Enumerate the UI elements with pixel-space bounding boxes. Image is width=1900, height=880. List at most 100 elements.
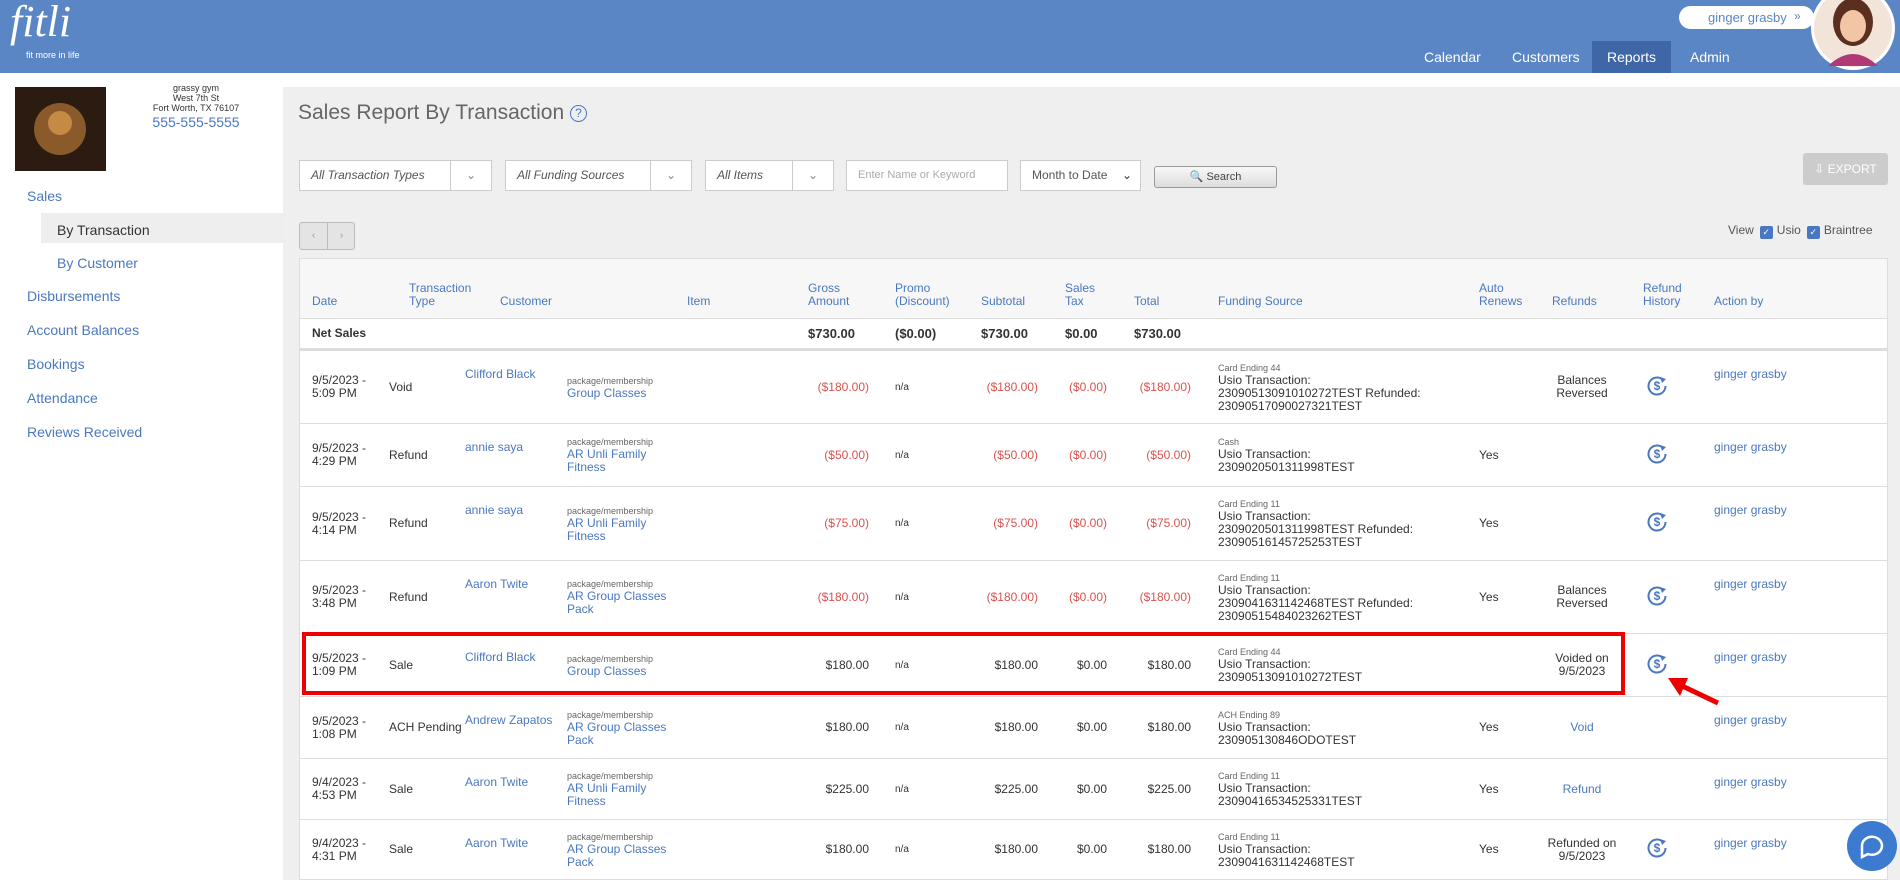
avatar[interactable] xyxy=(1810,0,1896,72)
submenu-item[interactable]: By Customer xyxy=(57,255,138,271)
column-header[interactable]: Promo (Discount) xyxy=(895,281,950,308)
type-filter[interactable]: All Transaction Types ⌄ xyxy=(299,160,492,191)
refund-history-icon[interactable]: $ xyxy=(1646,511,1668,536)
nav-item[interactable]: Admin xyxy=(1690,49,1730,65)
item[interactable]: AR Unli Family Fitness xyxy=(567,447,647,474)
promo: n/a xyxy=(895,449,909,461)
menu-item[interactable]: Sales xyxy=(27,188,63,204)
cell: Yes xyxy=(1479,759,1529,819)
net-sales-label[interactable]: Net Sales xyxy=(312,326,367,340)
customer[interactable]: annie saya xyxy=(465,503,524,517)
submenu-item[interactable]: By Transaction xyxy=(57,222,150,238)
item[interactable]: AR Group Classes Pack xyxy=(567,589,667,616)
menu-item[interactable]: Disbursements xyxy=(27,288,121,304)
customer[interactable]: Andrew Zapatos xyxy=(465,713,553,727)
items-filter[interactable]: All Items ⌄ xyxy=(705,160,834,191)
cell: Refund xyxy=(389,424,474,486)
column-header[interactable]: Refunds xyxy=(1552,294,1597,308)
cell: ($0.00) xyxy=(1007,561,1107,633)
nav-item[interactable]: Customers xyxy=(1512,49,1580,65)
action-by[interactable]: ginger grasby xyxy=(1714,577,1787,591)
customer[interactable]: Clifford Black xyxy=(465,367,536,381)
item[interactable]: AR Group Classes Pack xyxy=(567,841,667,869)
refund-history-icon[interactable]: $ xyxy=(1646,375,1668,400)
transaction-type: Sale xyxy=(389,842,414,856)
column-header[interactable]: Gross Amount xyxy=(808,281,850,308)
column-header[interactable]: Action by xyxy=(1714,294,1764,308)
item[interactable]: AR Unli Family Fitness xyxy=(567,515,647,543)
column-header[interactable]: Auto Renews xyxy=(1479,281,1523,308)
cell: package/membership Group Classes xyxy=(567,634,667,696)
customer[interactable]: Aaron Twite xyxy=(465,577,529,591)
period-select[interactable]: Month to Date ⌄ xyxy=(1020,160,1141,191)
action-by[interactable]: ginger grasby xyxy=(1714,836,1787,850)
customer[interactable]: Aaron Twite xyxy=(465,775,529,789)
column-header[interactable]: Refund History xyxy=(1643,281,1682,308)
cell: 9/5/2023 - 5:09 PM xyxy=(312,351,382,423)
net-tax: $0.00 xyxy=(1065,326,1098,341)
cell: Sale xyxy=(389,820,474,879)
keyword-input[interactable]: Enter Name or Keyword xyxy=(846,160,1008,191)
refunds[interactable]: Refund xyxy=(1562,781,1602,796)
column-header[interactable]: Date xyxy=(312,294,338,308)
refund-history-icon[interactable]: $ xyxy=(1646,443,1668,468)
menu-item[interactable]: Bookings xyxy=(27,356,85,372)
total: $180.00 xyxy=(1147,657,1191,672)
logo[interactable]: fitli xyxy=(10,0,72,46)
column-header[interactable]: Total xyxy=(1134,294,1160,308)
action-by[interactable]: ginger grasby xyxy=(1714,440,1787,454)
chat-button[interactable] xyxy=(1846,820,1898,872)
item[interactable]: Group Classes xyxy=(567,663,647,678)
column-header[interactable]: Transaction Type xyxy=(409,281,472,308)
menu-item[interactable]: Account Balances xyxy=(27,322,140,338)
column-header[interactable]: Subtotal xyxy=(981,294,1026,308)
cell: Card Ending 11 Usio Transaction: 23090416… xyxy=(1218,759,1438,819)
cell: ginger grasby xyxy=(1714,487,1834,560)
transaction-type: Void xyxy=(389,379,413,394)
cell: 9/5/2023 - 3:48 PM xyxy=(312,561,382,633)
item[interactable]: AR Unli Family Fitness xyxy=(567,781,647,808)
funding-filter[interactable]: All Funding Sources ⌄ xyxy=(505,160,692,191)
subtotal: ($75.00) xyxy=(993,516,1038,530)
action-by[interactable]: ginger grasby xyxy=(1714,503,1787,517)
cell: Aaron Twite xyxy=(465,759,585,819)
export-button[interactable]: ⇩ EXPORT xyxy=(1803,153,1888,185)
next[interactable]: › xyxy=(339,230,344,241)
item[interactable]: Group Classes xyxy=(567,385,647,400)
svg-text:$: $ xyxy=(1654,841,1661,855)
cell: 9/5/2023 - 1:09 PM xyxy=(312,634,382,696)
column-header[interactable]: Sales Tax xyxy=(1065,281,1096,308)
nav-item[interactable]: Calendar xyxy=(1424,49,1481,65)
action-by[interactable]: ginger grasby xyxy=(1714,367,1787,381)
nav-item[interactable]: Reports xyxy=(1592,41,1672,73)
user-pill[interactable]: ginger grasby » xyxy=(1679,6,1814,29)
cell: Sale xyxy=(389,759,474,819)
pager[interactable]: ‹ › xyxy=(299,222,355,250)
cell: 9/5/2023 - 4:29 PM xyxy=(312,424,382,486)
action-by[interactable]: ginger grasby xyxy=(1714,775,1787,789)
action-by[interactable]: ginger grasby xyxy=(1714,713,1787,727)
cell: Sale xyxy=(389,634,474,696)
item[interactable]: AR Group Classes Pack xyxy=(567,719,667,747)
column-header[interactable]: Funding Source xyxy=(1218,294,1303,308)
column-header[interactable]: Customer xyxy=(500,294,553,308)
customer[interactable]: annie saya xyxy=(465,440,524,454)
prev[interactable]: ‹ xyxy=(300,223,328,249)
refund-history-icon[interactable]: $ xyxy=(1646,653,1668,678)
date: 9/5/2023 - 4:29 PM xyxy=(312,441,367,468)
auto-renews: Yes xyxy=(1479,720,1499,734)
cell: ($75.00) xyxy=(1091,487,1191,560)
refund-history-icon[interactable]: $ xyxy=(1646,837,1668,862)
column-header[interactable]: Item xyxy=(687,294,711,308)
action-by[interactable]: ginger grasby xyxy=(1714,650,1787,664)
search-button[interactable]: 🔍 Search xyxy=(1154,166,1277,188)
cell: 9/5/2023 - 4:14 PM xyxy=(312,487,382,560)
refunds[interactable]: Void xyxy=(1570,720,1594,734)
customer[interactable]: Clifford Black xyxy=(465,650,536,664)
refund-history-icon[interactable]: $ xyxy=(1646,585,1668,610)
menu-item[interactable]: Reviews Received xyxy=(27,424,143,440)
customer[interactable]: Aaron Twite xyxy=(465,836,529,850)
menu-item[interactable]: Attendance xyxy=(27,390,98,406)
search-text: Search xyxy=(1206,171,1242,183)
help-icon[interactable]: ? xyxy=(569,105,587,122)
